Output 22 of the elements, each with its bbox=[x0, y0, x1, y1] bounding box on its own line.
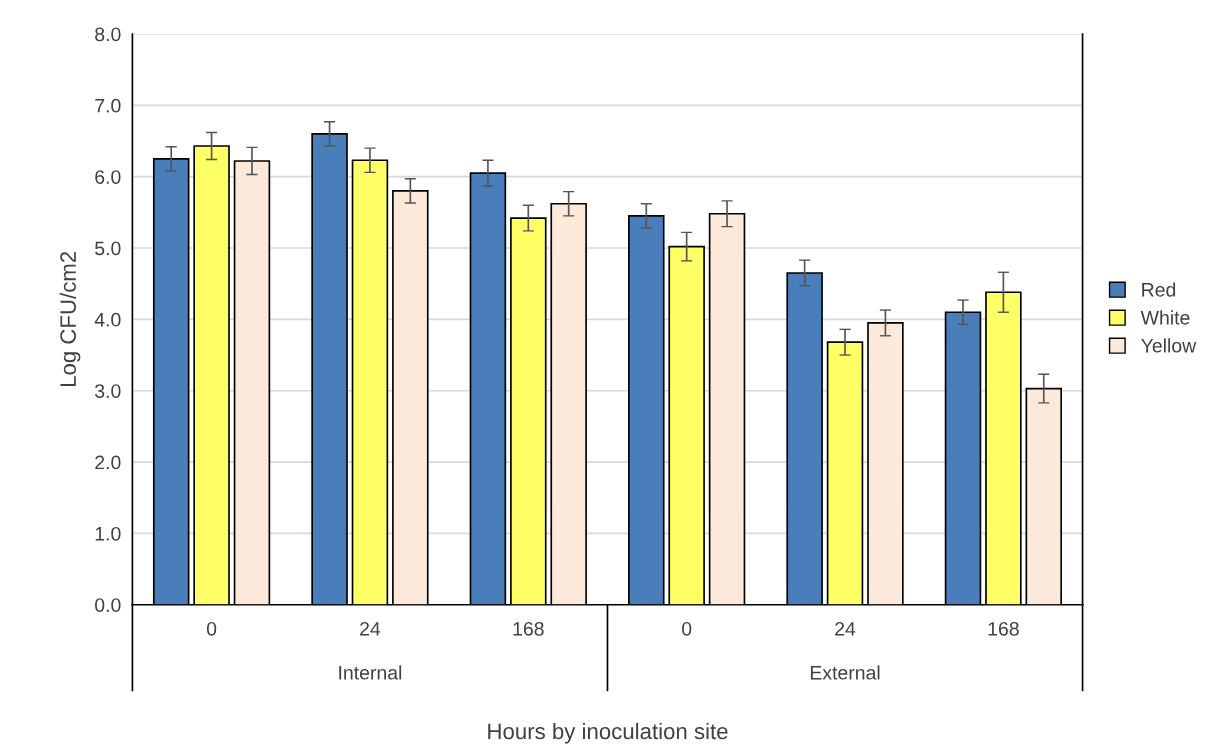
x-tick-label: 168 bbox=[513, 621, 544, 636]
x-tick-label: 24 bbox=[835, 621, 856, 636]
x-tick-label: 0 bbox=[206, 621, 217, 636]
y-tick-label: 5.0 bbox=[95, 241, 121, 256]
x-tick-label: 0 bbox=[682, 621, 692, 636]
y-tick-label: 0.0 bbox=[95, 598, 121, 612]
y-axis-title: Log CFU/cm2 bbox=[59, 251, 81, 387]
legend-label: Red bbox=[1142, 282, 1176, 297]
y-tick-label: 1.0 bbox=[95, 526, 121, 541]
y-tick-label: 8.0 bbox=[95, 27, 121, 42]
x-tick-label: 168 bbox=[988, 621, 1019, 636]
legend-label: Yellow bbox=[1141, 338, 1197, 353]
text: Internal bbox=[339, 665, 402, 680]
y-tick-label: 2.0 bbox=[95, 455, 121, 470]
y-tick-label: 4.0 bbox=[94, 312, 121, 327]
legend-label: White bbox=[1140, 310, 1190, 325]
text: External bbox=[810, 665, 880, 680]
y-tick-label: 3.0 bbox=[95, 384, 121, 398]
x-tick-label: 24 bbox=[360, 621, 381, 636]
y-tick-label: 7.0 bbox=[95, 98, 121, 113]
y-tick-label: 6.0 bbox=[95, 170, 121, 184]
x-axis-title: Hours by inoculation site bbox=[488, 722, 728, 744]
